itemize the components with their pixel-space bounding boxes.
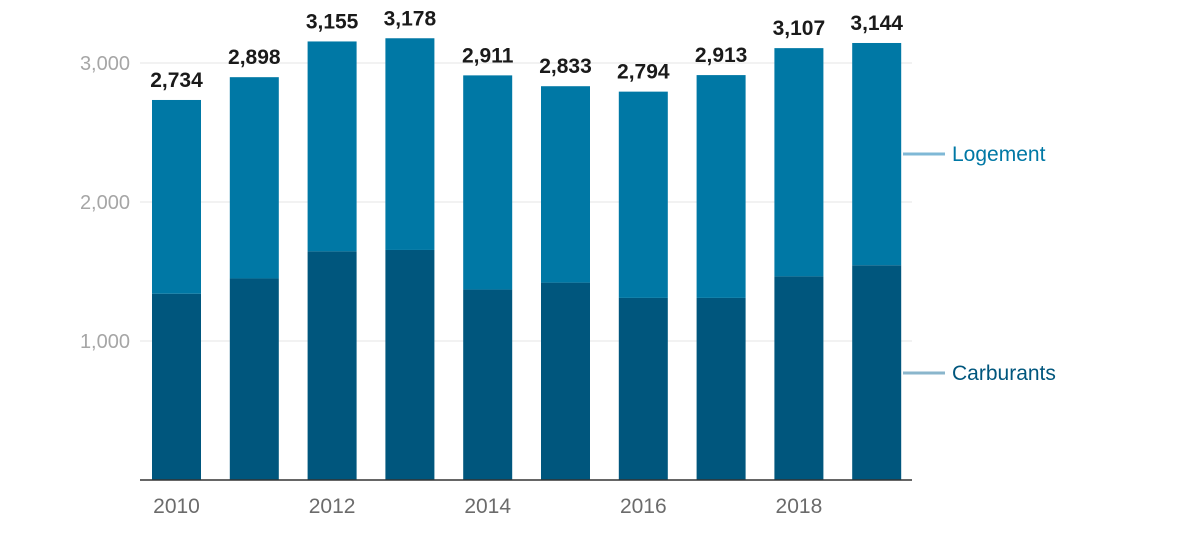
total-label-2018: 3,107 bbox=[773, 17, 826, 40]
legend-label-carburants: Carburants bbox=[952, 362, 1056, 385]
legend-label-logement: Logement bbox=[952, 143, 1046, 166]
bar-logement-2015[interactable] bbox=[541, 86, 590, 283]
x-tick-label: 2016 bbox=[620, 495, 667, 518]
y-tick-label: 2,000 bbox=[80, 192, 130, 214]
bar-carburants-2016[interactable] bbox=[618, 297, 668, 480]
bar-logement-2013[interactable] bbox=[385, 38, 435, 250]
bar-logement-2012[interactable] bbox=[307, 41, 357, 252]
x-tick-label: 2014 bbox=[464, 495, 511, 518]
x-tick-label: 2018 bbox=[776, 495, 823, 518]
total-label-2015: 2,833 bbox=[539, 55, 592, 78]
bar-carburants-2011[interactable] bbox=[229, 278, 279, 480]
x-tick-label: 2012 bbox=[309, 495, 356, 518]
bar-logement-2017[interactable] bbox=[696, 75, 746, 298]
total-label-2016: 2,794 bbox=[617, 61, 670, 84]
bar-carburants-2010[interactable] bbox=[152, 293, 201, 480]
bar-carburants-2017[interactable] bbox=[696, 297, 746, 480]
total-label-2011: 2,898 bbox=[228, 46, 281, 69]
bar-carburants-2014[interactable] bbox=[463, 289, 513, 480]
bar-logement-2010[interactable] bbox=[152, 99, 201, 294]
total-label-2019: 3,144 bbox=[850, 12, 903, 35]
bar-carburants-2015[interactable] bbox=[541, 282, 590, 480]
bar-carburants-2019[interactable] bbox=[852, 265, 902, 480]
y-tick-label: 3,000 bbox=[80, 53, 130, 75]
bar-logement-2018[interactable] bbox=[774, 48, 824, 277]
bar-logement-2019[interactable] bbox=[852, 42, 902, 266]
total-label-2010: 2,734 bbox=[150, 69, 203, 92]
bar-carburants-2018[interactable] bbox=[774, 276, 824, 480]
total-label-2013: 3,178 bbox=[384, 7, 437, 30]
y-tick-label: 1,000 bbox=[80, 331, 130, 353]
total-label-2014: 2,911 bbox=[462, 44, 514, 67]
bar-carburants-2012[interactable] bbox=[307, 251, 357, 480]
bar-logement-2016[interactable] bbox=[618, 91, 668, 298]
total-label-2017: 2,913 bbox=[695, 44, 748, 67]
total-label-2012: 3,155 bbox=[306, 10, 359, 33]
bar-carburants-2013[interactable] bbox=[385, 249, 435, 480]
x-tick-label: 2010 bbox=[153, 495, 200, 518]
bar-logement-2014[interactable] bbox=[463, 75, 513, 290]
bar-logement-2011[interactable] bbox=[229, 77, 279, 279]
